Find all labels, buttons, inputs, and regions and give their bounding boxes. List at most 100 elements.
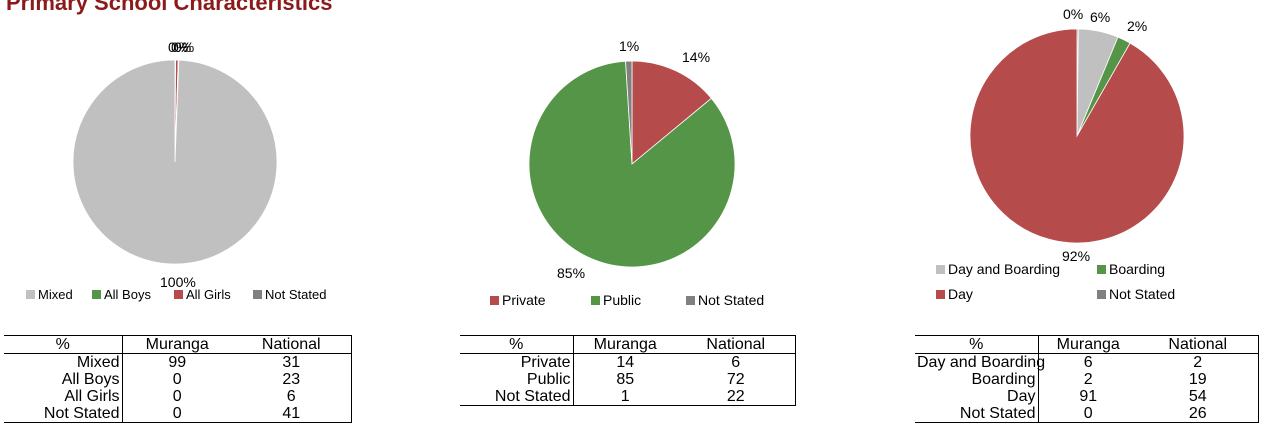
table-row: Not Stated 0 26 — [915, 405, 1259, 423]
header-cell: % — [915, 335, 1039, 354]
table-ownership: % Muranga National Private 14 6 Public 8… — [460, 335, 796, 406]
header-cell: National — [232, 335, 352, 354]
row-label: Not Stated — [915, 405, 1039, 423]
data-label-all-girls: 0% — [168, 39, 188, 55]
page-title: Primary School Characteristics — [6, 0, 333, 15]
table-row: Public 85 72 — [460, 371, 796, 388]
table-header-row: % Muranga National — [915, 335, 1259, 354]
legend-item-public: Public — [591, 292, 641, 308]
cell-national: 26 — [1138, 405, 1259, 423]
row-label: Boarding — [915, 371, 1039, 388]
pie-slice-not-stated — [625, 60, 633, 165]
legend-swatch — [490, 295, 499, 305]
cell-national: 22 — [677, 388, 796, 406]
header-cell: % — [4, 335, 123, 354]
table-row: Day 91 54 — [915, 388, 1259, 405]
cell-muranga: 91 — [1079, 388, 1098, 405]
cell-national: 23 — [232, 371, 352, 388]
row-label: Private — [460, 353, 574, 371]
legend-swatch — [26, 290, 35, 299]
header-cell: Muranga — [1038, 335, 1138, 354]
data-label-mixed: 100% — [160, 274, 196, 290]
cell-muranga: 0 — [172, 388, 182, 405]
legend-item-all-boys: All Boys — [92, 287, 151, 302]
pie-slice-mixed — [72, 59, 278, 265]
cell-muranga: 6 — [1083, 354, 1093, 371]
pie-chart-boarding: 0% 6% 2% 92% — [969, 6, 1185, 264]
legend-swatch — [936, 264, 945, 274]
table-row: Private 14 6 — [460, 353, 796, 371]
table-header-row: % Muranga National — [460, 335, 796, 354]
pie-data-labels: 0% 6% 2% 92% — [1062, 6, 1147, 264]
table-row: All Girls 0 6 — [4, 388, 352, 405]
table-row: Not Stated 1 22 — [460, 388, 796, 406]
legend-item-not-stated: Not Stated — [686, 292, 764, 308]
pie-slice-day — [969, 28, 1185, 244]
legend-swatch — [92, 290, 101, 299]
legend-item-mixed: Mixed — [26, 287, 73, 302]
row-label: Not Stated — [4, 405, 123, 423]
cell-muranga: 85 — [616, 371, 635, 388]
header-cell: % — [460, 335, 574, 354]
legend-item-private: Private — [490, 292, 546, 308]
header-cell: National — [1138, 335, 1259, 354]
table-row: Day and Boarding 6 2 — [915, 353, 1259, 371]
cell-muranga: 2 — [1083, 371, 1093, 388]
pie-data-labels: 1% 14% 85% — [557, 38, 710, 281]
legend-swatch — [936, 289, 945, 299]
cell-muranga: 0 — [1038, 405, 1138, 423]
data-label-day: 92% — [1062, 248, 1090, 264]
legend-item-day-and-boarding: Day and Boarding — [936, 261, 1060, 277]
table-row: Mixed 99 31 — [4, 353, 352, 371]
legend-item-not-stated: Not Stated — [253, 287, 326, 302]
cell-muranga: 0 — [172, 371, 182, 388]
legend-swatch — [1097, 289, 1106, 299]
cell-muranga: 0 — [122, 405, 232, 423]
legend-item-not-stated: Not Stated — [1097, 286, 1175, 302]
data-label-all-boys: 0% — [171, 39, 191, 55]
legend-swatch — [253, 290, 262, 299]
data-label-public: 85% — [557, 265, 585, 281]
header-cell: Muranga — [573, 335, 677, 354]
table-row: Not Stated 0 41 — [4, 405, 352, 423]
pie-slices — [72, 59, 278, 265]
cell-national: 54 — [1138, 388, 1259, 405]
pie-slices — [969, 28, 1185, 244]
pie-data-labels: 0% 0% 0% 100% — [160, 39, 196, 290]
legend-item-day: Day — [936, 286, 973, 302]
table-school-type: % Muranga National Mixed 99 31 All Boys … — [4, 335, 352, 423]
pie-slice-private — [631, 60, 712, 165]
row-label: Mixed — [4, 353, 123, 371]
data-label-day-and-boarding: 6% — [1090, 9, 1110, 25]
table-boarding: % Muranga National Day and Boarding 6 2 … — [915, 335, 1259, 423]
row-label: All Girls — [4, 388, 123, 405]
cell-muranga: 1 — [573, 388, 677, 406]
row-label: Public — [460, 371, 574, 388]
cell-national: 31 — [232, 353, 352, 371]
legend-swatch — [591, 295, 600, 305]
row-label: All Boys — [4, 371, 123, 388]
table-header-row: % Muranga National — [4, 335, 352, 354]
row-label: Day — [915, 388, 1039, 405]
pie-chart-school-type: 0% 0% 0% 100% — [72, 39, 278, 290]
data-label-not-stated: 0% — [1063, 6, 1083, 22]
cell-national: 2 — [1138, 353, 1259, 371]
row-label: Day and Boarding — [915, 353, 1046, 371]
legend-swatch — [174, 290, 183, 299]
data-label-not-stated: 0% — [174, 39, 194, 55]
pie-chart-ownership: 1% 14% 85% — [528, 38, 736, 281]
header-cell: Muranga — [122, 335, 232, 354]
row-label: Not Stated — [460, 388, 574, 406]
header-cell: National — [677, 335, 796, 354]
cell-national: 19 — [1138, 371, 1259, 388]
table-row: All Boys 0 23 — [4, 371, 352, 388]
legend-item-boarding: Boarding — [1097, 261, 1165, 277]
data-label-boarding: 2% — [1127, 18, 1147, 34]
legend-item-all-girls: All Girls — [174, 287, 231, 302]
cell-national: 6 — [232, 388, 352, 405]
cell-muranga: 99 — [168, 354, 187, 371]
cell-national: 72 — [677, 371, 796, 388]
cell-national: 6 — [677, 353, 796, 371]
pie-slices — [528, 60, 736, 268]
legend-swatch — [686, 295, 695, 305]
